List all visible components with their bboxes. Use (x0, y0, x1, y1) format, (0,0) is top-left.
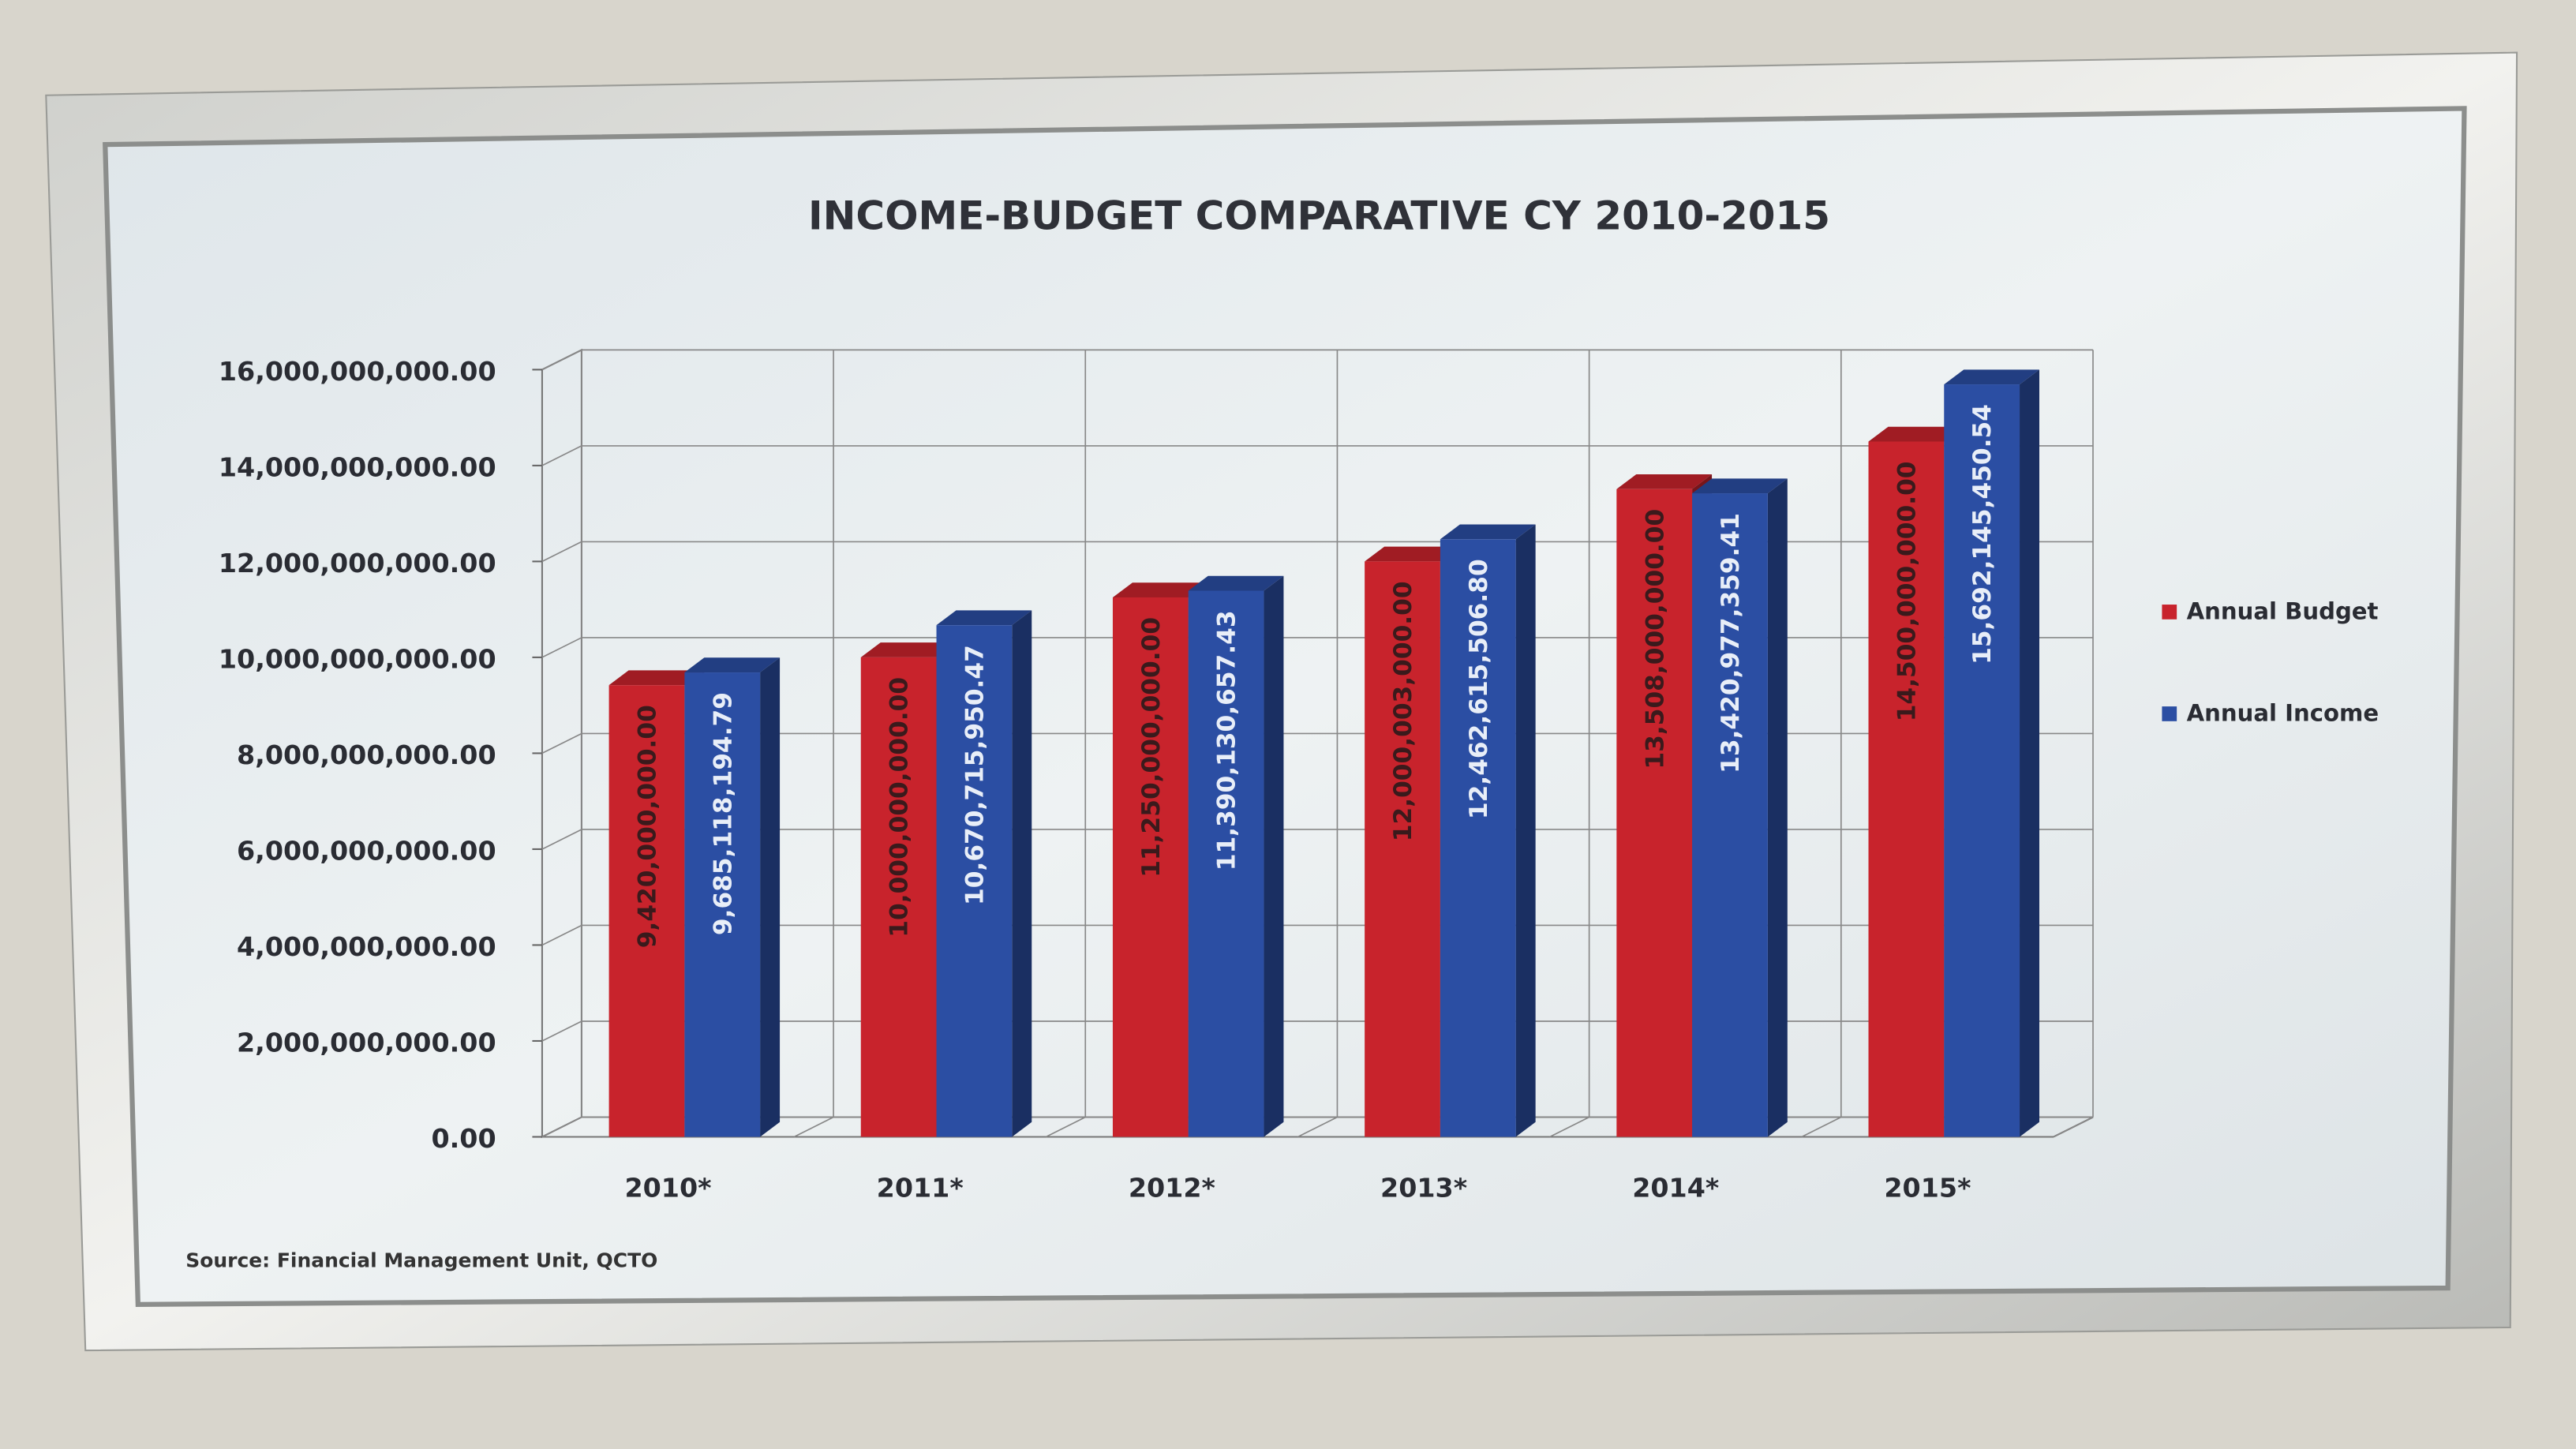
bar-top (936, 610, 1032, 626)
y-tick-label: 10,000,000,000.00 (219, 644, 496, 675)
value-label: 15,692,145,450.54 (1968, 404, 1997, 665)
grid-diagonal (541, 829, 582, 850)
bar (1868, 441, 1945, 1137)
value-label: 9,685,118,194.79 (709, 692, 737, 935)
grid-diagonal (541, 1116, 582, 1138)
floor-divider (1045, 1116, 1086, 1138)
y-tick-label: 14,000,000,000.00 (219, 452, 496, 483)
value-label: 10,000,000,000.00 (886, 677, 914, 938)
bar-top (1616, 474, 1713, 489)
value-label: 12,000,003,000.00 (1389, 581, 1417, 841)
value-label: 11,390,130,657.43 (1213, 610, 1241, 871)
bar (608, 685, 685, 1137)
chart-title: INCOME-BUDGET COMPARATIVE CY 2010-2015 (808, 193, 1830, 238)
value-label: 11,250,000,000.00 (1137, 617, 1166, 878)
plot-area: 0.00 2,000,000,000.00 4,000,000,000.00 6,00… (219, 348, 2379, 1204)
x-tick-label: 2013* (1380, 1173, 1467, 1204)
source-note: Source: Financial Management Unit, QCTO (185, 1249, 657, 1272)
bar-top (1365, 546, 1460, 562)
grid-diagonal (541, 445, 582, 466)
x-tick-label: 2012* (1129, 1173, 1215, 1204)
bar-top (1440, 524, 1536, 540)
bar (936, 625, 1013, 1137)
legend-label: Annual Income (2187, 700, 2379, 727)
bar-top (608, 670, 705, 686)
value-label: 14,500,000,000.00 (1893, 461, 1921, 721)
value-label: 13,420,977,359.41 (1717, 513, 1745, 773)
bar-side (1012, 610, 1032, 1137)
grid-diagonal (541, 924, 582, 946)
bar (1365, 561, 1440, 1137)
bar-top (860, 642, 957, 657)
bar-top (1868, 426, 1964, 442)
floor-divider (2053, 1116, 2094, 1138)
bar (1692, 493, 1768, 1137)
grid-diagonal (541, 349, 582, 371)
bar-side (1767, 478, 1788, 1137)
floor-divider (793, 1116, 834, 1138)
value-label: 12,462,615,506.80 (1465, 559, 1493, 819)
x-tick-label: 2015* (1884, 1173, 1971, 1204)
y-tick-label: 2,000,000,000.00 (237, 1028, 496, 1058)
legend-swatch (2162, 605, 2177, 620)
x-tick-label: 2014* (1632, 1173, 1719, 1204)
value-label: 10,670,715,950.47 (960, 645, 989, 905)
grid-diagonal (541, 1020, 582, 1042)
y-tick-label: 16,000,000,000.00 (219, 356, 496, 387)
bar-side (760, 657, 781, 1137)
grid-diagonal (541, 541, 582, 563)
bar-side (1515, 524, 1536, 1137)
bar-side (1264, 575, 1284, 1137)
y-tick-label: 6,000,000,000.00 (237, 836, 496, 867)
legend-swatch (2162, 706, 2177, 721)
grid-diagonal (541, 732, 582, 754)
bar-top (1112, 582, 1208, 597)
bar-top (1188, 575, 1284, 591)
bar (1616, 489, 1693, 1137)
bar (1440, 539, 1516, 1137)
y-tick-label: 12,000,000,000.00 (219, 548, 496, 578)
bar (684, 672, 761, 1137)
bar (1188, 590, 1264, 1137)
bar-top (1944, 369, 2039, 385)
legend-label: Annual Budget (2187, 597, 2379, 624)
x-tick-label: 2010* (624, 1173, 711, 1204)
bar (1944, 384, 2020, 1137)
bar (860, 657, 937, 1137)
y-tick-label: 8,000,000,000.00 (237, 739, 496, 770)
y-tick-label: 4,000,000,000.00 (237, 931, 496, 962)
bar-top (1692, 478, 1788, 494)
floor-divider (1801, 1116, 1842, 1138)
value-label: 9,420,000,000.00 (634, 705, 662, 948)
bar-side (2020, 369, 2039, 1137)
value-label: 13,508,000,000.00 (1641, 509, 1669, 769)
floor-divider (1549, 1116, 1590, 1138)
bar-top (684, 657, 781, 673)
bar (1112, 597, 1189, 1137)
x-tick-label: 2011* (877, 1173, 964, 1204)
y-tick-label: 0.00 (431, 1123, 496, 1154)
grid-diagonal (541, 637, 582, 658)
floor-divider (1297, 1116, 1338, 1138)
